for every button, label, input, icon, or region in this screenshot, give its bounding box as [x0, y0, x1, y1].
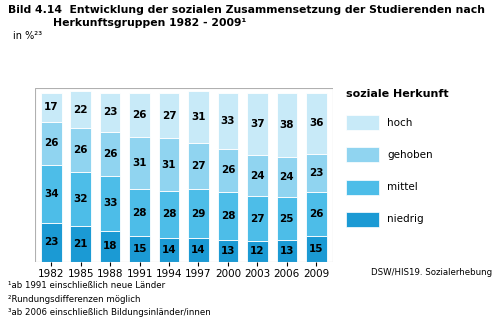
- Bar: [247, 93, 268, 155]
- Text: 14: 14: [162, 245, 176, 255]
- Bar: [70, 226, 91, 262]
- Text: 29: 29: [192, 209, 205, 218]
- Bar: [247, 155, 268, 196]
- Bar: [346, 180, 378, 195]
- Bar: [100, 231, 120, 262]
- Text: 18: 18: [103, 241, 118, 252]
- Bar: [346, 148, 378, 162]
- Text: 32: 32: [74, 194, 88, 204]
- Bar: [41, 93, 62, 122]
- Bar: [218, 93, 238, 149]
- Text: ¹ab 1991 einschließlich neue Länder: ¹ab 1991 einschließlich neue Länder: [8, 281, 164, 290]
- Text: 31: 31: [162, 160, 176, 170]
- Text: 28: 28: [220, 211, 235, 221]
- Bar: [218, 192, 238, 240]
- Text: 13: 13: [220, 246, 235, 256]
- Text: 23: 23: [103, 107, 118, 117]
- Text: 25: 25: [280, 214, 294, 224]
- Bar: [130, 189, 150, 236]
- Text: 31: 31: [191, 112, 206, 122]
- Bar: [218, 149, 238, 192]
- Bar: [346, 212, 378, 227]
- Text: 26: 26: [220, 165, 235, 176]
- Text: 26: 26: [74, 145, 88, 155]
- Text: 15: 15: [309, 244, 324, 254]
- Bar: [306, 192, 326, 236]
- Text: 28: 28: [162, 209, 176, 219]
- Bar: [188, 189, 209, 238]
- Text: DSW/HIS19. Sozialerhebung: DSW/HIS19. Sozialerhebung: [372, 268, 492, 277]
- Bar: [247, 196, 268, 241]
- Text: 33: 33: [103, 198, 118, 208]
- Bar: [218, 240, 238, 262]
- Bar: [276, 240, 297, 262]
- Bar: [100, 132, 120, 176]
- Text: 13: 13: [280, 246, 294, 256]
- Text: 15: 15: [132, 244, 147, 254]
- Text: 27: 27: [162, 111, 176, 121]
- Text: 31: 31: [132, 158, 147, 168]
- Bar: [188, 91, 209, 143]
- Text: 37: 37: [250, 119, 264, 129]
- Text: 26: 26: [103, 149, 118, 159]
- Bar: [100, 176, 120, 231]
- Bar: [100, 93, 120, 132]
- Bar: [276, 93, 297, 157]
- Bar: [276, 157, 297, 198]
- Bar: [306, 236, 326, 262]
- Text: ³ab 2006 einschließlich Bildungsinländer/innen: ³ab 2006 einschließlich Bildungsinländer…: [8, 308, 210, 318]
- Bar: [35, 88, 332, 262]
- Bar: [130, 137, 150, 189]
- Text: 33: 33: [220, 116, 235, 126]
- Text: 28: 28: [132, 208, 147, 218]
- Text: 38: 38: [280, 120, 294, 130]
- Bar: [41, 122, 62, 165]
- Text: 24: 24: [280, 172, 294, 182]
- Text: 23: 23: [309, 168, 324, 178]
- Bar: [158, 138, 180, 191]
- Text: hoch: hoch: [388, 118, 413, 127]
- Text: 26: 26: [44, 138, 59, 149]
- Text: 17: 17: [44, 102, 59, 112]
- Bar: [70, 172, 91, 226]
- Text: mittel: mittel: [388, 182, 418, 192]
- Text: 26: 26: [132, 110, 147, 120]
- Text: Herkunftsgruppen 1982 - 2009¹: Herkunftsgruppen 1982 - 2009¹: [8, 18, 246, 28]
- Text: 34: 34: [44, 189, 59, 199]
- Text: Bild 4.14  Entwicklung der sozialen Zusammensetzung der Studierenden nach: Bild 4.14 Entwicklung der sozialen Zusam…: [8, 5, 484, 15]
- Bar: [70, 91, 91, 128]
- Text: 26: 26: [309, 209, 324, 219]
- Bar: [188, 238, 209, 262]
- Text: in %²³: in %²³: [13, 31, 42, 41]
- Bar: [247, 241, 268, 262]
- Bar: [130, 93, 150, 137]
- Text: 22: 22: [74, 105, 88, 115]
- Text: gehoben: gehoben: [388, 150, 433, 160]
- Text: 23: 23: [44, 237, 59, 247]
- Text: 14: 14: [191, 245, 206, 255]
- Text: 21: 21: [74, 239, 88, 249]
- Bar: [70, 128, 91, 172]
- Bar: [346, 115, 378, 130]
- Text: 36: 36: [309, 118, 324, 128]
- Text: niedrig: niedrig: [388, 214, 424, 225]
- Bar: [306, 93, 326, 154]
- Bar: [130, 236, 150, 262]
- Bar: [188, 143, 209, 189]
- Bar: [41, 165, 62, 223]
- Bar: [306, 154, 326, 192]
- Bar: [158, 93, 180, 138]
- Text: 27: 27: [191, 161, 206, 171]
- Text: 24: 24: [250, 171, 264, 180]
- Text: 27: 27: [250, 214, 264, 224]
- Text: ²Rundungsdifferenzen möglich: ²Rundungsdifferenzen möglich: [8, 295, 140, 304]
- Text: 12: 12: [250, 246, 264, 256]
- Bar: [158, 191, 180, 238]
- Text: soziale Herkunft: soziale Herkunft: [346, 89, 448, 99]
- Bar: [276, 198, 297, 240]
- Bar: [158, 238, 180, 262]
- Bar: [41, 223, 62, 262]
